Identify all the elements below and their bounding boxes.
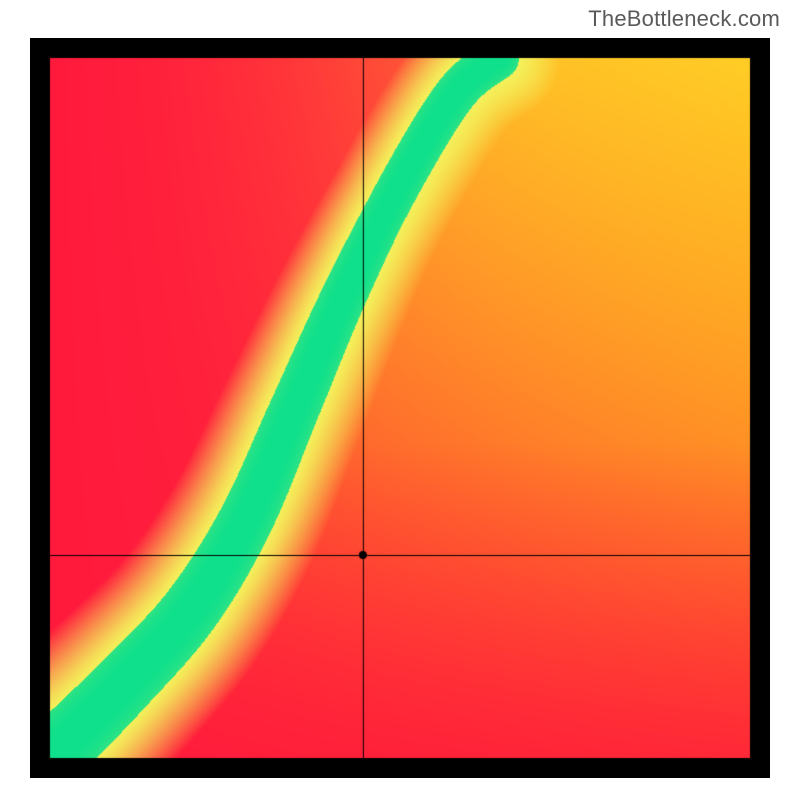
chart-container: TheBottleneck.com bbox=[0, 0, 800, 800]
attribution-label: TheBottleneck.com bbox=[588, 6, 780, 32]
heatmap-canvas bbox=[30, 38, 770, 778]
plot-frame bbox=[30, 38, 770, 778]
